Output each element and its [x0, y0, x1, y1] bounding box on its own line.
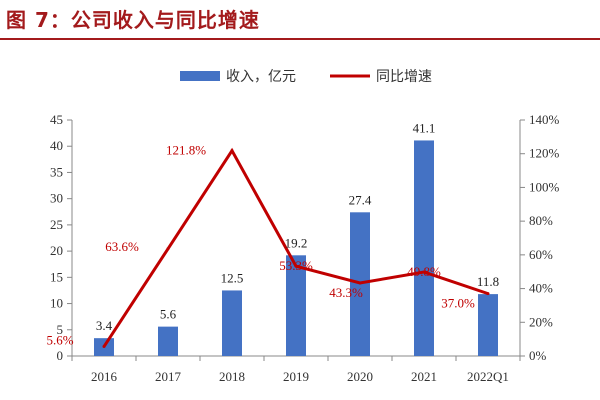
bar-value-label: 41.1 — [413, 120, 436, 135]
y-right-tick-label: 140% — [529, 112, 560, 127]
y-left-tick-label: 0 — [57, 348, 64, 363]
y-right-tick-label: 100% — [529, 179, 560, 194]
bar-value-label: 19.2 — [285, 235, 308, 250]
line-value-label: 37.0% — [441, 296, 475, 311]
y-left-tick-label: 40 — [50, 138, 63, 153]
y-right-tick-label: 60% — [529, 247, 553, 262]
bar-value-label: 27.4 — [349, 192, 372, 207]
line-value-label: 63.6% — [105, 239, 139, 254]
y-left-tick-label: 25 — [50, 217, 63, 232]
legend: 收入，亿元 同比增速 — [180, 69, 432, 85]
y-left-tick-label: 35 — [50, 164, 63, 179]
line-value-label: 49.8% — [407, 264, 441, 279]
y-right-tick-label: 40% — [529, 281, 553, 296]
bar-value-label: 5.6 — [160, 307, 177, 322]
x-tick-label: 2022Q1 — [467, 369, 509, 384]
x-tick-label: 2017 — [155, 369, 182, 384]
bar-value-label: 11.8 — [477, 274, 499, 289]
x-tick-label: 2019 — [283, 369, 309, 384]
bar — [158, 327, 178, 356]
y-left-tick-label: 45 — [50, 112, 63, 127]
legend-line-label: 同比增速 — [376, 69, 432, 85]
y-left-tick-label: 10 — [50, 296, 63, 311]
x-tick-label: 2020 — [347, 369, 373, 384]
x-tick-label: 2016 — [91, 369, 118, 384]
y-right-tick-label: 120% — [529, 146, 560, 161]
bar — [478, 294, 498, 356]
legend-bar-swatch — [180, 71, 220, 81]
line-point — [103, 345, 106, 348]
y-right-tick-label: 20% — [529, 314, 553, 329]
bar — [414, 140, 434, 356]
y-left-tick-label: 30 — [50, 191, 63, 206]
y-right-tick-label: 0% — [529, 348, 547, 363]
line-value-label: 43.3% — [329, 285, 363, 300]
legend-bar-label: 收入，亿元 — [226, 69, 296, 85]
line-point — [167, 247, 170, 250]
bar-value-label: 12.5 — [221, 270, 244, 285]
line-value-label: 53.3% — [279, 258, 313, 273]
line-value-label: 5.6% — [46, 333, 73, 348]
line-point — [231, 149, 234, 152]
bar-value-label: 3.4 — [96, 318, 113, 333]
line-point — [487, 292, 490, 295]
bar — [222, 290, 242, 356]
line-value-label: 121.8% — [166, 143, 206, 158]
y-right-tick-label: 80% — [529, 213, 553, 228]
y-left-tick-label: 20 — [50, 243, 63, 258]
y-left-tick-label: 15 — [50, 269, 63, 284]
x-tick-label: 2018 — [219, 369, 245, 384]
x-tick-label: 2021 — [411, 369, 437, 384]
